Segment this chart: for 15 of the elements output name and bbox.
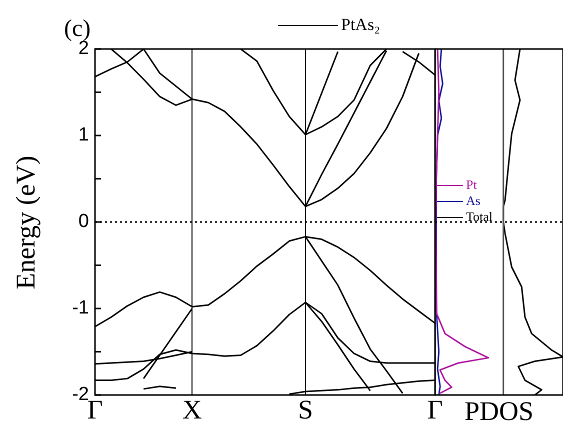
- legend-label: Total: [466, 209, 493, 226]
- y-tick-label: -1: [72, 298, 89, 319]
- chart-title: (c): [64, 16, 91, 42]
- legend-label: As: [466, 193, 480, 210]
- x-tick-label: S: [298, 394, 313, 424]
- x-tick-label: Γ: [427, 394, 443, 424]
- x-tick-label: X: [182, 394, 202, 424]
- y-tick-label: -2: [72, 384, 89, 406]
- y-tick-label: 0: [78, 211, 89, 232]
- legend-label: Pt: [466, 177, 477, 194]
- y-axis-title: Energy (eV): [10, 155, 42, 289]
- x-tick-label: Γ: [87, 394, 103, 424]
- legend-label: PtAs₂: [341, 15, 380, 35]
- y-tick-label: 1: [78, 124, 89, 146]
- x-axis-title: PDOS: [464, 396, 534, 426]
